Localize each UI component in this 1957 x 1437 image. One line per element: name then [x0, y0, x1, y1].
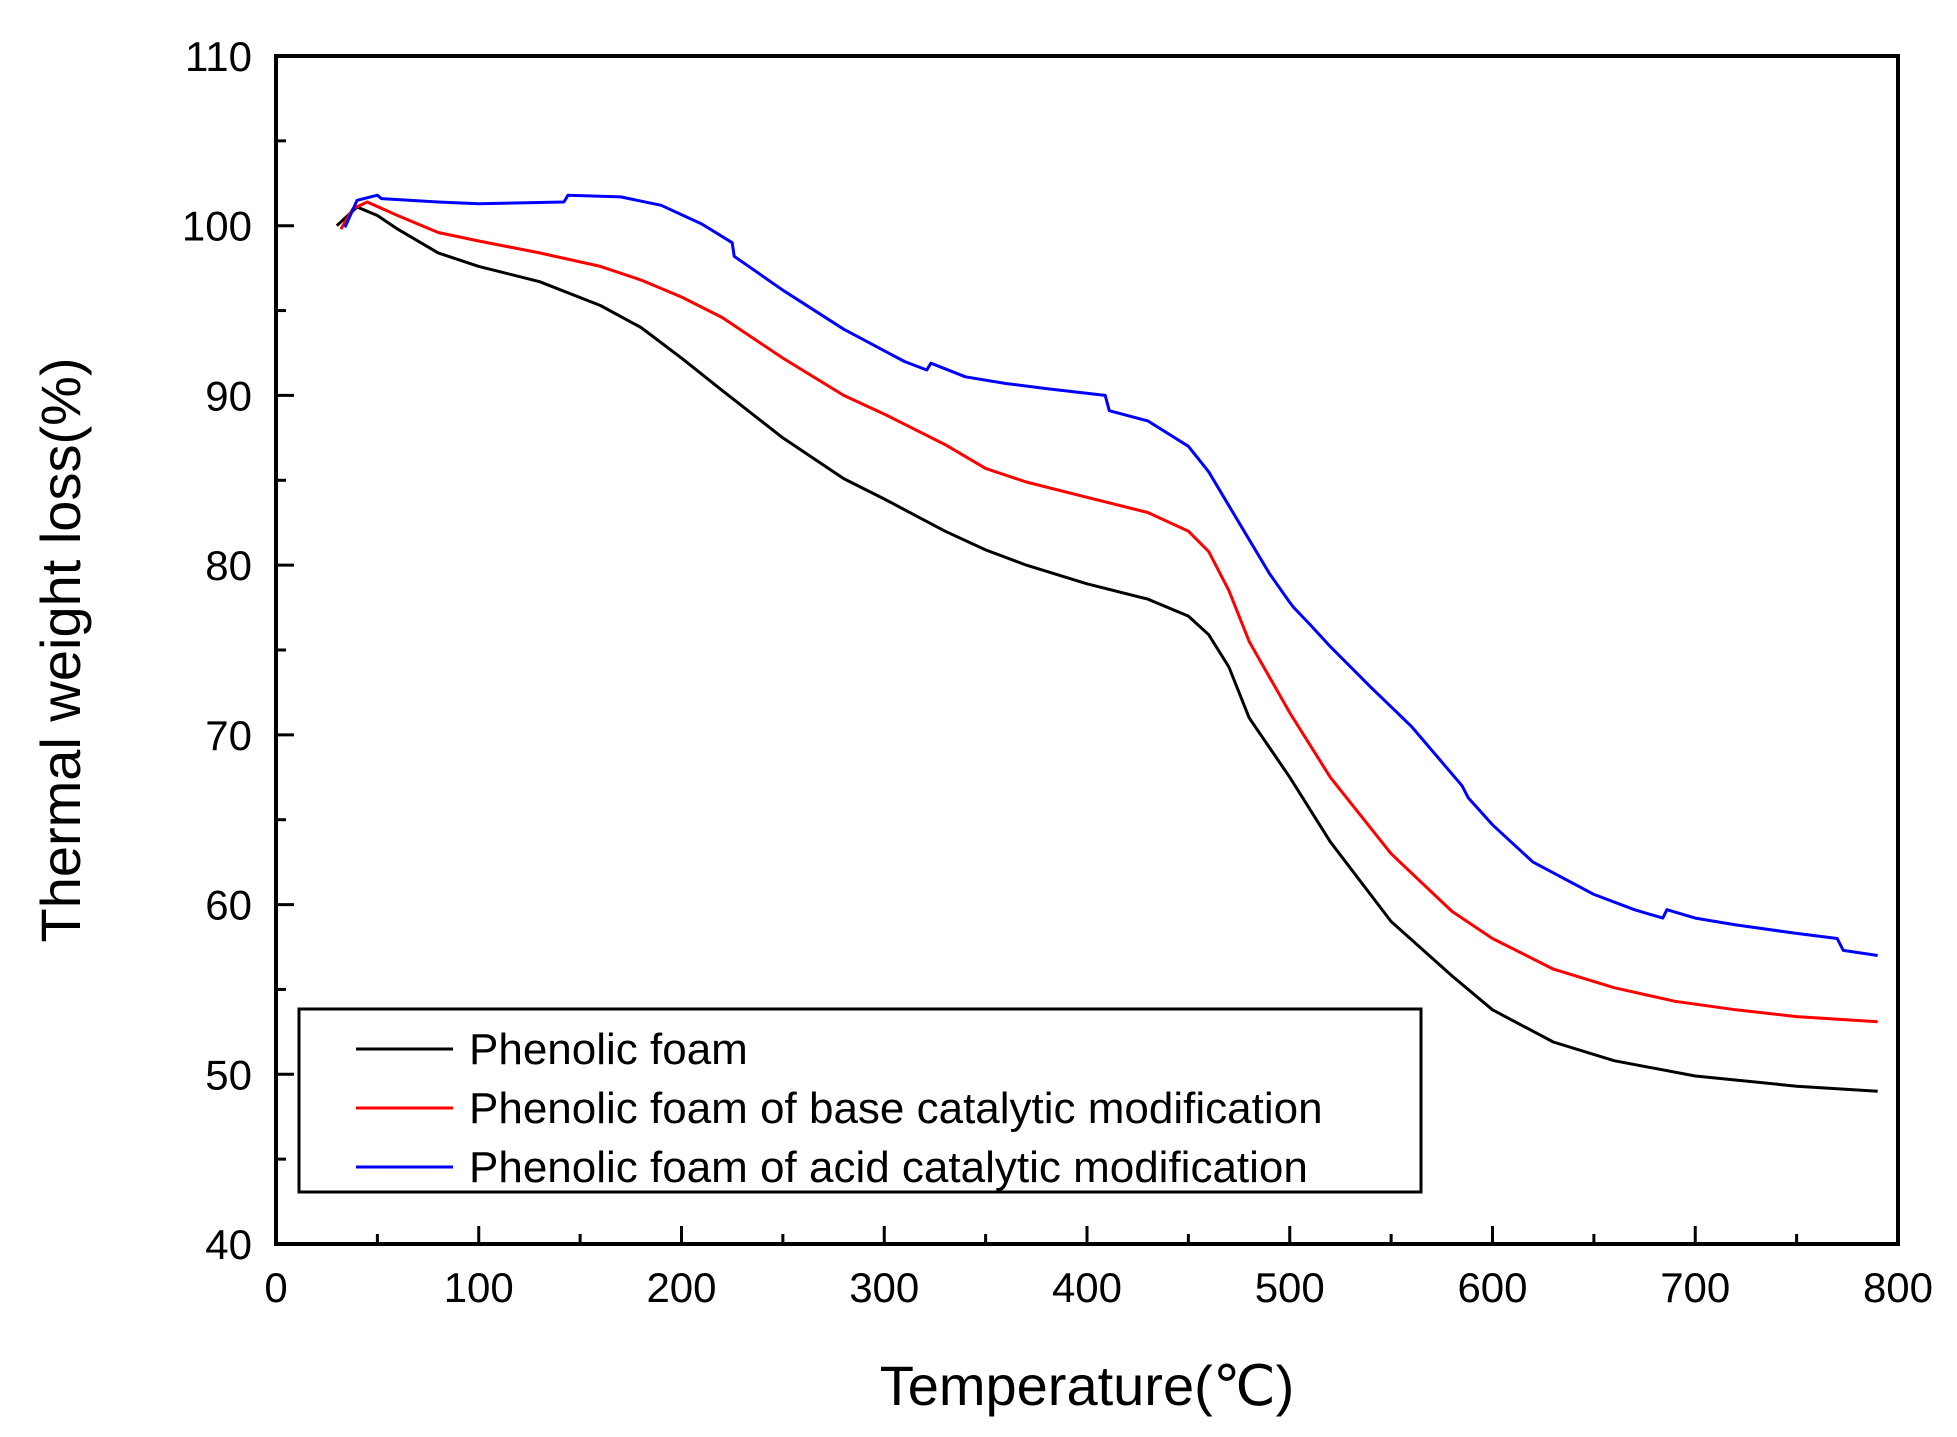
series-line-2 [339, 200, 1878, 1024]
y-tick-label: 60 [205, 882, 252, 929]
series-line-1 [335, 205, 1878, 1093]
y-tick-label: 70 [205, 712, 252, 759]
y-tick-label: 110 [185, 33, 252, 80]
ticks-layer: 0 100 200 300 400 500 600 700 800 40 50 60 70 80 90 100… [182, 33, 1933, 1311]
y-tick-label: 100 [182, 203, 252, 250]
x-tick-label: 300 [849, 1264, 919, 1311]
y-tick-label: 50 [205, 1051, 252, 1098]
series-layer [335, 193, 1878, 1093]
x-tick-label: 500 [1255, 1264, 1325, 1311]
legend-box [297, 1007, 1423, 1194]
legend: Phenolic foam Phenolic foam of base catal… [297, 1007, 1423, 1194]
x-tick-label: 200 [646, 1264, 716, 1311]
y-axis-title: Thermal weight loss(%) [29, 357, 92, 942]
legend-label-3: Phenolic foam of acid catalytic modifica… [469, 1143, 1308, 1192]
x-tick-label: 600 [1457, 1264, 1527, 1311]
x-tick-label: 0 [264, 1264, 287, 1311]
x-tick-label: 400 [1052, 1264, 1122, 1311]
x-axis-title: Temperature(℃) [880, 1354, 1295, 1417]
y-tick-label: 90 [205, 372, 252, 419]
legend-label-1: Phenolic foam [469, 1025, 748, 1074]
x-tick-label: 100 [444, 1264, 514, 1311]
x-tick-label: 800 [1863, 1264, 1933, 1311]
plot-frame [274, 54, 1900, 1246]
x-tick-label: 700 [1660, 1264, 1730, 1311]
legend-label-2: Phenolic foam of base catalytic modifica… [469, 1084, 1323, 1133]
y-tick-label: 40 [205, 1221, 252, 1268]
y-tick-label: 80 [205, 542, 252, 589]
series-line-3 [343, 193, 1878, 957]
